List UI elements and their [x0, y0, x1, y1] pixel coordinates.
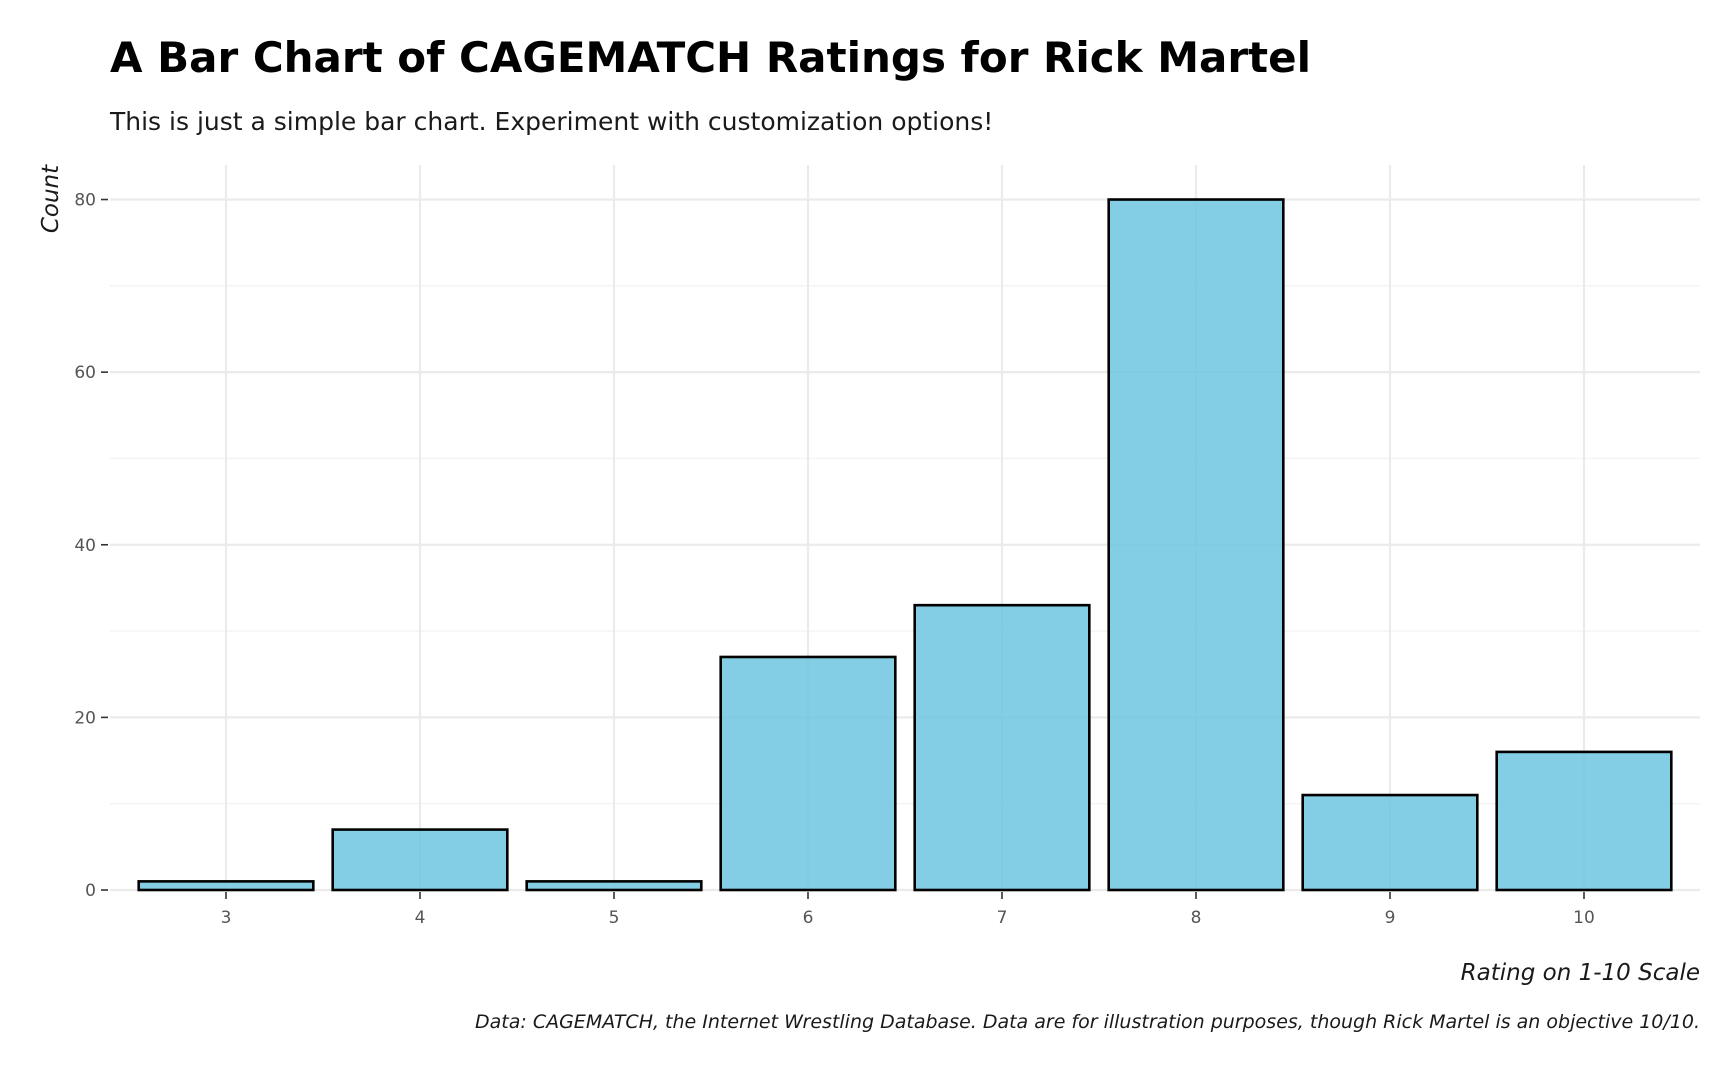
y-axis: 0 20 40 60 80	[74, 191, 108, 901]
chart-title: A Bar Chart of CAGEMATCH Ratings for Ric…	[110, 33, 1311, 82]
bar-4	[331, 828, 509, 892]
x-axis-title: Rating on 1-10 Scale	[1461, 960, 1700, 986]
x-tick-label: 9	[1385, 908, 1396, 928]
y-axis-title: Count	[38, 164, 64, 233]
bars	[137, 198, 1673, 892]
chart-caption: Data: CAGEMATCH, the Internet Wrestling …	[475, 1011, 1700, 1033]
y-tick-label: 80	[74, 191, 96, 211]
x-tick-label: 7	[997, 908, 1008, 928]
y-tick-label: 0	[85, 881, 96, 901]
bar-9	[1301, 793, 1479, 892]
y-tick-label: 40	[74, 536, 96, 556]
x-tick-label: 5	[609, 908, 620, 928]
x-tick-label: 8	[1191, 908, 1202, 928]
bar-3	[137, 880, 315, 892]
bar-10	[1495, 750, 1673, 892]
bar-5	[525, 880, 703, 892]
bar-8	[1107, 198, 1285, 892]
chart-subtitle: This is just a simple bar chart. Experim…	[109, 107, 993, 136]
gridlines	[110, 165, 1700, 892]
y-tick-label: 60	[74, 363, 96, 383]
x-axis: 3 4 5 6 7 8 9 10	[221, 892, 1595, 928]
x-tick-label: 10	[1573, 908, 1595, 928]
x-tick-label: 4	[415, 908, 426, 928]
y-tick-label: 20	[74, 708, 96, 728]
x-tick-label: 6	[803, 908, 814, 928]
bar-7	[913, 603, 1091, 892]
bar-6	[719, 655, 897, 892]
x-tick-label: 3	[221, 908, 232, 928]
